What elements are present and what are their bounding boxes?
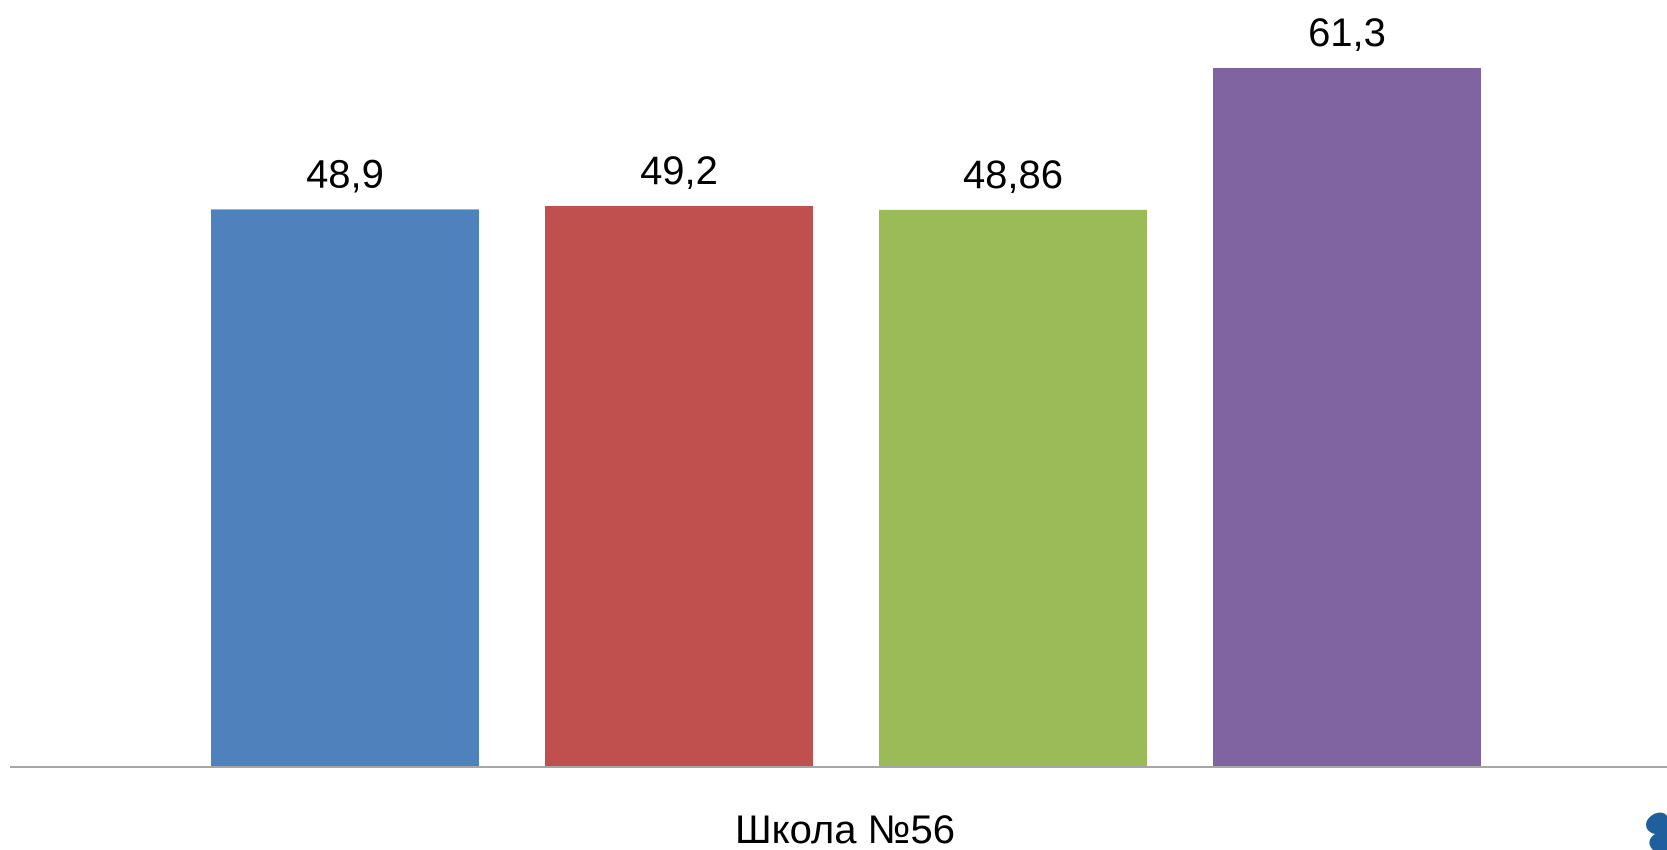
data-label-1: 48,9 xyxy=(306,152,384,196)
data-label-4: 61,3 xyxy=(1308,11,1386,55)
bar-1 xyxy=(211,209,479,767)
data-labels-layer: 48,9 49,2 48,86 61,3 xyxy=(306,11,1386,197)
logo-icon xyxy=(1631,792,1667,850)
bar-4 xyxy=(1213,68,1481,767)
bar-2 xyxy=(545,205,813,767)
data-label-2: 49,2 xyxy=(640,149,718,193)
bars-layer xyxy=(211,68,1481,767)
bar-3 xyxy=(879,209,1147,767)
category-label: Школа №56 xyxy=(735,808,955,850)
data-label-3: 48,86 xyxy=(963,153,1063,197)
